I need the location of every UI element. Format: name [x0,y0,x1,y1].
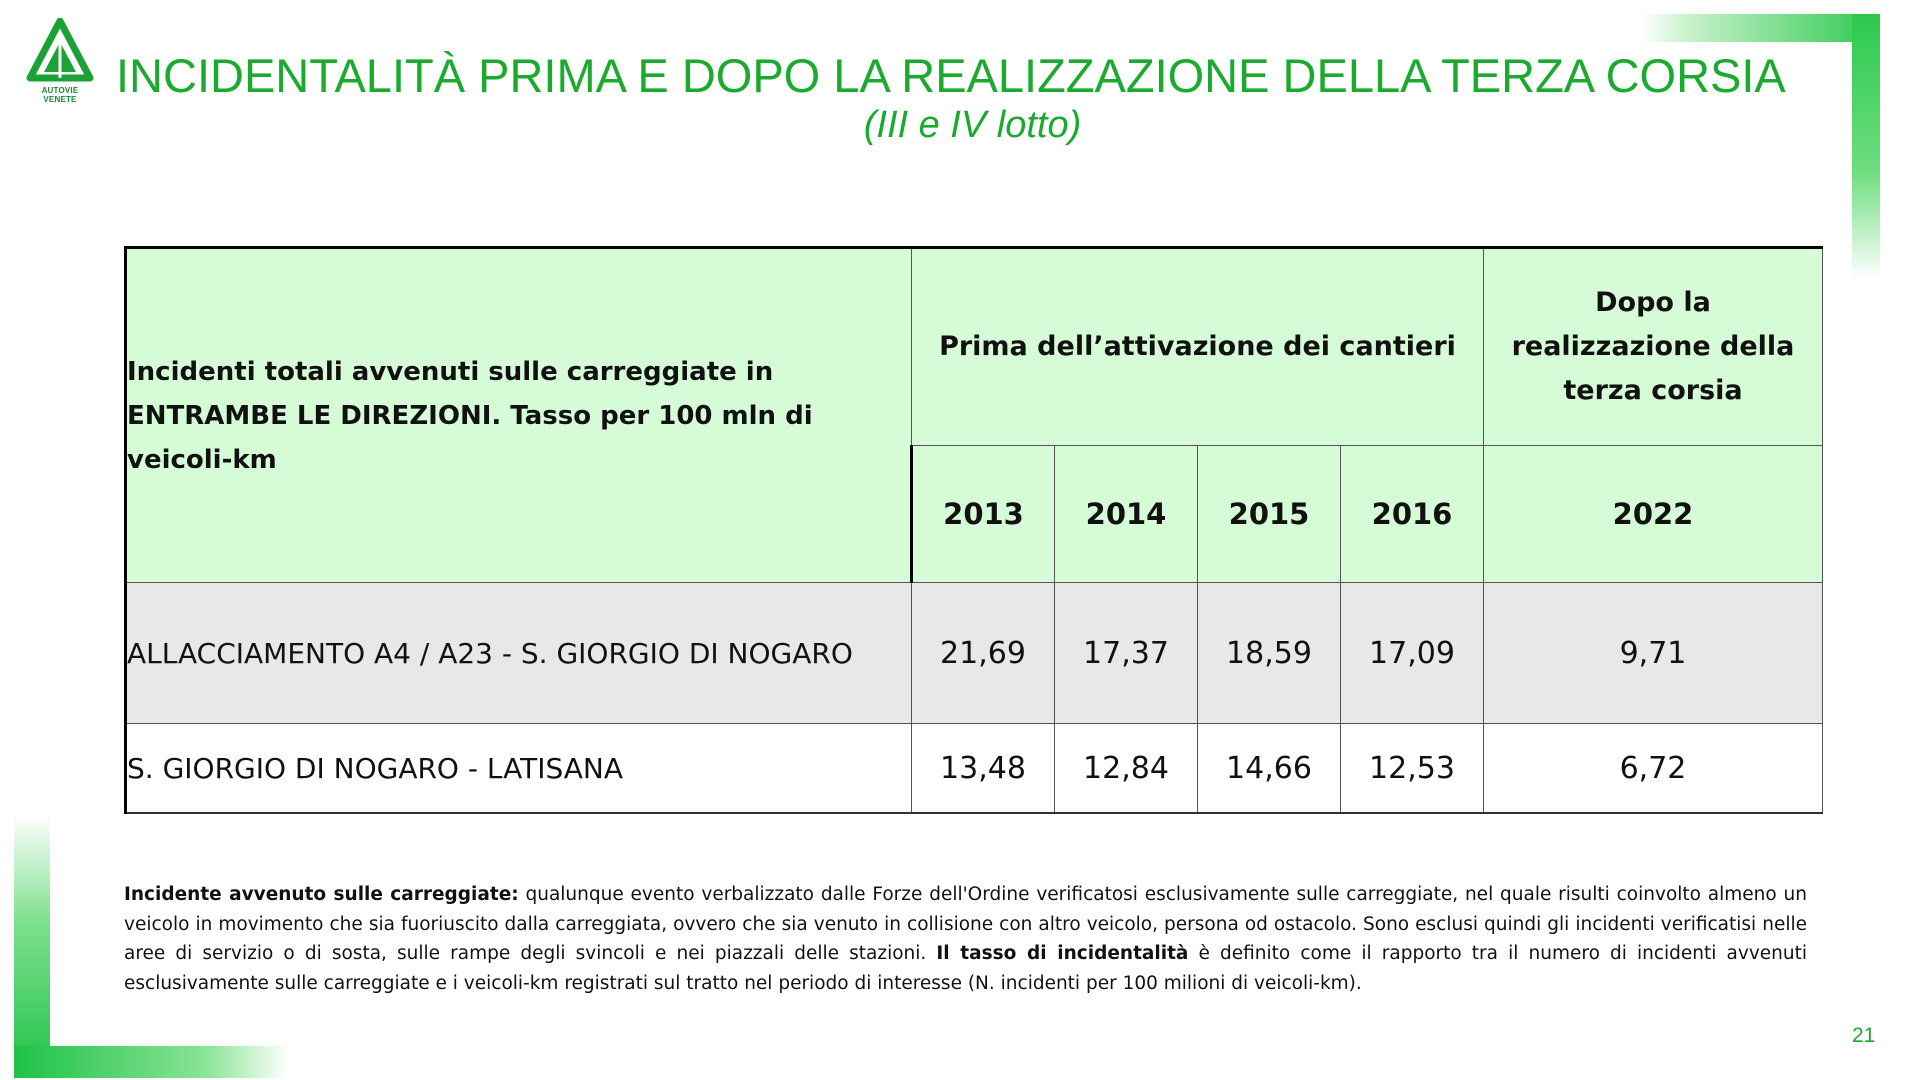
table-row: S. GIORGIO DI NOGARO - LATISANA 13,48 12… [124,723,1823,814]
year-header-2015: 2015 [1197,445,1341,583]
autovie-venete-logo-icon: AUTOVIE VENETE [24,17,96,104]
decorative-corner-bottom-left [14,815,50,1078]
table-cell: 17,37 [1054,582,1198,724]
decorative-corner-top-right [1640,14,1880,42]
table-cell: 14,66 [1197,723,1341,814]
footnote-term-incident: Incidente avvenuto sulle carreggiate: [124,884,519,905]
footnote: Incidente avvenuto sulle carreggiate: qu… [124,880,1807,998]
table-cell: 21,69 [911,582,1055,724]
row-label: S. GIORGIO DI NOGARO - LATISANA [124,723,912,814]
decorative-corner-top-right-vertical [1852,14,1880,279]
table-row: ALLACCIAMENTO A4 / A23 - S. GIORGIO DI N… [124,582,1823,724]
description-header: Incidenti totali avvenuti sulle carreggi… [124,246,912,583]
logo-text: AUTOVIE VENETE [41,86,79,104]
accident-rate-table: Incidenti totali avvenuti sulle carreggi… [124,246,1823,814]
year-header-2014: 2014 [1054,445,1198,583]
table-cell: 17,09 [1340,582,1484,724]
row-label: ALLACCIAMENTO A4 / A23 - S. GIORGIO DI N… [124,582,912,724]
group-header-after: Dopo la realizzazione della terza corsia [1483,246,1823,446]
page-number: 21 [1852,1024,1876,1047]
group-header-before: Prima dell’attivazione dei cantieri [911,246,1484,446]
page-subtitle: (III e IV lotto) [863,104,1082,146]
footnote-definition-rate: è definito come il rapporto tra il numer… [124,943,1807,994]
table-cell: 12,84 [1054,723,1198,814]
year-header-2022: 2022 [1483,445,1823,583]
table-cell: 12,53 [1340,723,1484,814]
table-cell: 6,72 [1483,723,1823,814]
decorative-corner-bottom-left-horizontal [14,1046,289,1078]
footnote-definition-incident: qualunque evento verbalizzato dalle Forz… [124,884,1807,964]
table-cell: 18,59 [1197,582,1341,724]
table-cell: 13,48 [911,723,1055,814]
year-header-2013: 2013 [910,445,1055,583]
year-header-2016: 2016 [1340,445,1484,583]
page-title: INCIDENTALITÀ PRIMA E DOPO LA REALIZZAZI… [116,49,1786,102]
table-cell: 9,71 [1483,582,1823,724]
footnote-term-rate: Il tasso di incidentalità [936,943,1189,964]
